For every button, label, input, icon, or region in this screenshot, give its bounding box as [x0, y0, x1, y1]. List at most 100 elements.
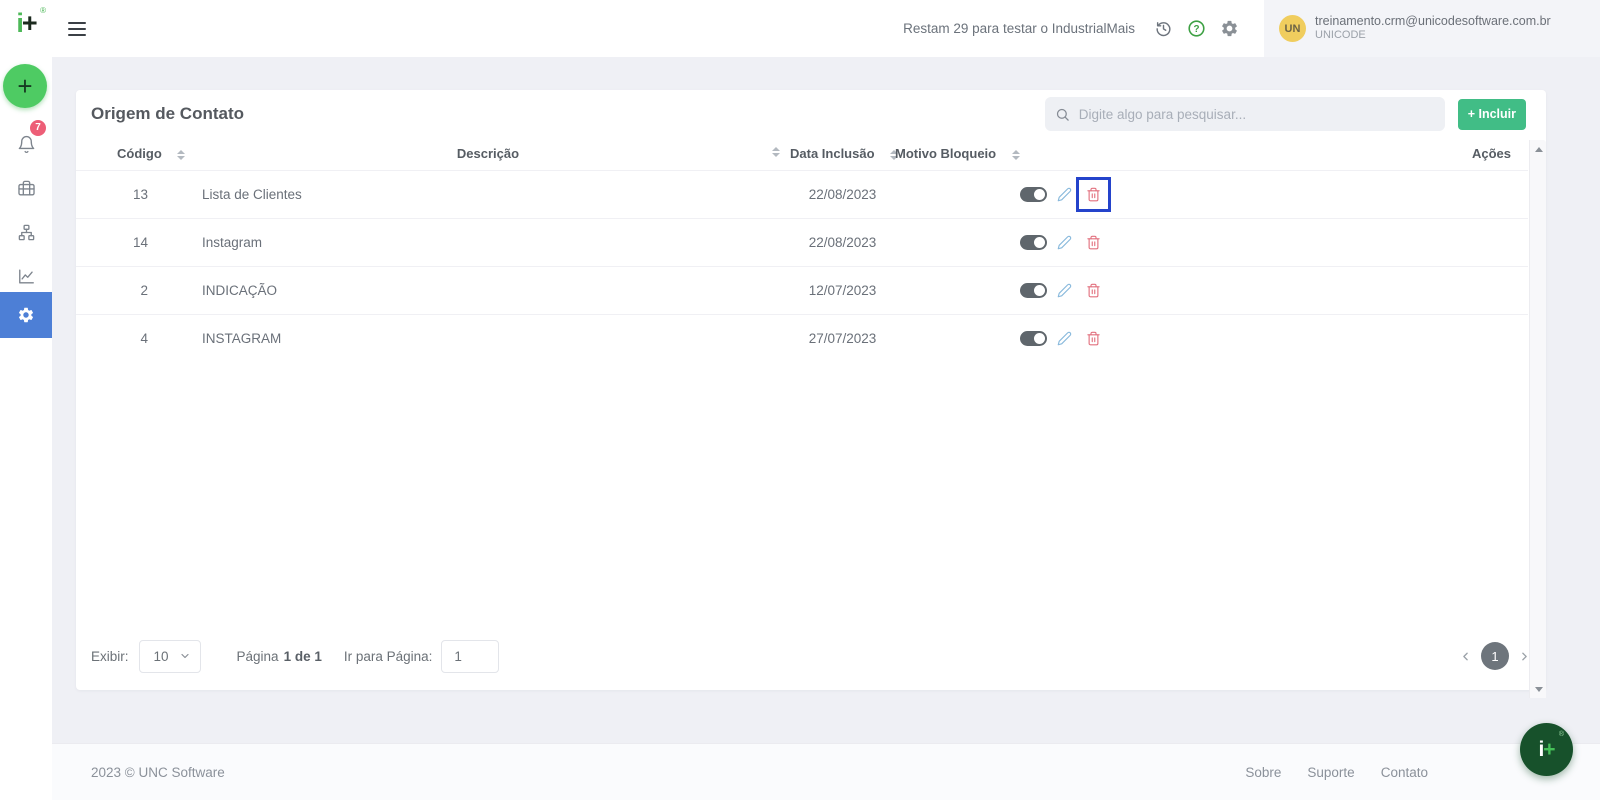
- edit-button[interactable]: [1053, 327, 1076, 350]
- cell-motivo-bloqueio: [895, 169, 1015, 218]
- table-body: 13 Lista de Clientes 22/08/2023: [76, 169, 1528, 362]
- cell-spacer: [1110, 313, 1461, 362]
- logo-i: i: [16, 8, 23, 38]
- edit-button[interactable]: [1053, 279, 1076, 302]
- gear-icon: [1220, 19, 1239, 38]
- menu-toggle-button[interactable]: [68, 21, 86, 36]
- delete-button[interactable]: [1082, 279, 1105, 302]
- cell-codigo: 13: [76, 169, 186, 218]
- column-header-data-inclusao[interactable]: Data Inclusão: [790, 138, 899, 170]
- cell-acoes: [1461, 169, 1528, 218]
- brand-floating-button[interactable]: i+ ®: [1520, 723, 1573, 776]
- trial-notice: Restam 29 para testar o IndustrialMais: [903, 21, 1135, 36]
- pencil-icon: [1057, 235, 1072, 250]
- history-icon: [1154, 19, 1173, 38]
- column-header-motivo-bloqueio[interactable]: Motivo Bloqueio: [895, 138, 1020, 170]
- table-header-row: Código Descrição Data Inclusão Motivo Bl…: [76, 138, 1528, 170]
- footer: 2023 © UNC Software Sobre Suporte Contat…: [52, 743, 1600, 800]
- column-header-descricao[interactable]: Descrição: [186, 138, 790, 170]
- cell-codigo: 4: [76, 313, 186, 362]
- status-toggle[interactable]: [1020, 330, 1047, 346]
- table-row: 2 INDICAÇÃO 12/07/2023: [76, 265, 1528, 314]
- sort-icon[interactable]: [772, 147, 780, 157]
- trash-icon: [1086, 331, 1101, 346]
- status-toggle[interactable]: [1020, 282, 1047, 298]
- sort-icon[interactable]: [177, 149, 186, 160]
- page-indicator-value: 1 de 1: [283, 648, 322, 664]
- cell-spacer: [1110, 265, 1461, 314]
- pagination-bar: Exibir: 10 Página 1 de 1 Ir para Página:…: [91, 636, 1531, 676]
- column-header-codigo[interactable]: Código: [76, 138, 186, 170]
- page-number-button[interactable]: 1: [1481, 642, 1509, 670]
- cell-codigo: 14: [76, 217, 186, 266]
- cell-descricao: INSTAGRAM: [186, 313, 790, 362]
- sidebar-item-notifications[interactable]: 7: [0, 120, 52, 164]
- cell-descricao: Instagram: [186, 217, 790, 266]
- cell-descricao: Lista de Clientes: [186, 169, 790, 218]
- avatar: UN: [1279, 15, 1306, 42]
- status-toggle[interactable]: [1020, 234, 1047, 250]
- contact-origin-table: Código Descrição Data Inclusão Motivo Bl…: [76, 138, 1528, 362]
- sidebar: i+ ® + 7: [0, 0, 52, 800]
- logo-plus: +: [21, 8, 38, 38]
- sort-icon[interactable]: [1011, 149, 1020, 160]
- sidebar-item-settings-active[interactable]: [0, 292, 52, 338]
- delete-button[interactable]: [1076, 176, 1111, 212]
- registered-mark-icon: ®: [1558, 731, 1564, 738]
- delete-button[interactable]: [1082, 231, 1105, 254]
- prev-page-button[interactable]: [1459, 650, 1472, 663]
- table-row: 4 INSTAGRAM 27/07/2023: [76, 313, 1528, 362]
- trash-icon: [1086, 235, 1101, 250]
- briefcase-icon: [17, 179, 36, 198]
- cell-codigo: 2: [76, 265, 186, 314]
- user-org: UNICODE: [1315, 29, 1366, 42]
- scroll-up-icon[interactable]: [1530, 142, 1547, 156]
- cell-acoes: [1461, 313, 1528, 362]
- cell-data-inclusao: 27/07/2023: [790, 313, 895, 362]
- footer-link-sobre[interactable]: Sobre: [1245, 764, 1282, 780]
- bell-icon: [17, 135, 36, 154]
- top-header: Restam 29 para testar o IndustrialMais ?: [52, 0, 1600, 57]
- settings-button[interactable]: [1220, 19, 1239, 38]
- pencil-icon: [1057, 283, 1072, 298]
- delete-button[interactable]: [1082, 327, 1105, 350]
- quick-add-button[interactable]: +: [3, 64, 47, 108]
- page-size-select[interactable]: 10: [138, 639, 201, 673]
- goto-page-label: Ir para Página:: [343, 648, 433, 664]
- app-logo[interactable]: i+ ®: [0, 0, 52, 39]
- edit-button[interactable]: [1053, 183, 1076, 206]
- goto-page-input[interactable]: [441, 639, 500, 673]
- page-size-label: Exibir:: [91, 648, 129, 664]
- sidebar-item-services[interactable]: [0, 168, 52, 208]
- sidebar-item-structure[interactable]: [0, 212, 52, 252]
- status-toggle[interactable]: [1020, 186, 1047, 202]
- cell-motivo-bloqueio: [895, 265, 1015, 314]
- content-card: Origem de Contato + Incluir Código: [76, 90, 1546, 698]
- help-button[interactable]: ?: [1187, 19, 1206, 38]
- footer-link-contato[interactable]: Contato: [1380, 764, 1428, 780]
- trash-icon: [1086, 187, 1101, 202]
- sidebar-item-reports[interactable]: [0, 256, 52, 296]
- next-page-button[interactable]: [1518, 650, 1531, 663]
- search-icon: [1055, 107, 1070, 122]
- page-title: Origem de Contato: [91, 104, 245, 123]
- chevron-left-icon: [1459, 650, 1472, 663]
- footer-link-suporte[interactable]: Suporte: [1307, 764, 1355, 780]
- notification-badge: 7: [30, 120, 46, 136]
- cell-acoes: [1461, 217, 1528, 266]
- search-input[interactable]: [1078, 106, 1435, 122]
- include-button[interactable]: + Incluir: [1457, 98, 1526, 130]
- scroll-down-icon[interactable]: [1530, 682, 1547, 696]
- cell-acoes: [1461, 265, 1528, 314]
- user-menu[interactable]: UN treinamento.crm@unicodesoftware.com.b…: [1264, 0, 1600, 57]
- registered-mark-icon: ®: [40, 6, 46, 15]
- cell-spacer: [1110, 169, 1461, 218]
- sort-icon[interactable]: [890, 149, 899, 160]
- edit-button[interactable]: [1053, 231, 1076, 254]
- page-indicator-label: Página: [236, 648, 279, 664]
- org-chart-icon: [17, 223, 36, 242]
- history-button[interactable]: [1154, 19, 1173, 38]
- table-scrollbar[interactable]: [1529, 140, 1546, 698]
- cell-spacer: [1110, 217, 1461, 266]
- trash-icon: [1086, 283, 1101, 298]
